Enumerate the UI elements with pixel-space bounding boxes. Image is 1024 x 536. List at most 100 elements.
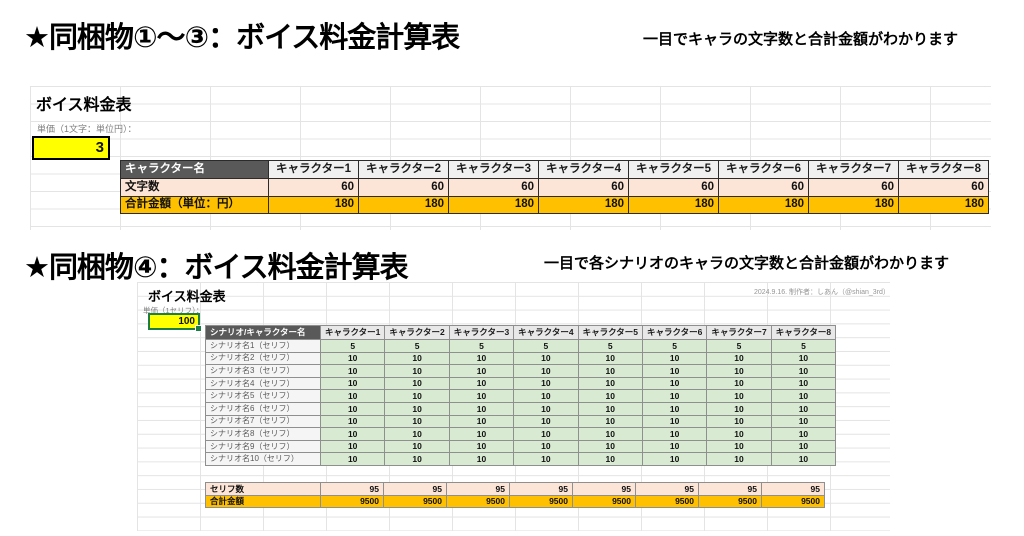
value-cell[interactable]: 60 xyxy=(448,178,539,197)
value-cell[interactable]: 10 xyxy=(448,414,515,429)
value-cell[interactable]: 9500 xyxy=(383,494,447,509)
value-cell[interactable]: 10 xyxy=(448,351,515,366)
value-cell[interactable]: 10 xyxy=(319,401,386,416)
value-cell[interactable]: 10 xyxy=(448,389,515,403)
value-cell[interactable]: 9500 xyxy=(698,494,762,509)
value-cell[interactable]: 10 xyxy=(770,389,837,403)
value-cell[interactable]: 10 xyxy=(706,389,772,403)
value-cell[interactable]: 95 xyxy=(761,482,825,496)
value-cell[interactable]: 10 xyxy=(448,427,515,441)
value-cell[interactable]: 9500 xyxy=(446,494,510,509)
row-label-cell[interactable]: シナリオ名3（セリフ） xyxy=(205,364,321,378)
column-header-cell[interactable]: キャラクター7 xyxy=(808,160,899,179)
value-cell[interactable]: 10 xyxy=(319,452,386,466)
value-cell[interactable]: 10 xyxy=(319,389,386,403)
value-cell[interactable]: 10 xyxy=(706,439,772,454)
value-cell[interactable]: 95 xyxy=(635,482,699,496)
row-label-cell[interactable]: 合計金額 xyxy=(205,494,321,509)
value-cell[interactable]: 10 xyxy=(513,452,579,466)
value-cell[interactable]: 10 xyxy=(641,364,708,378)
value-cell[interactable]: 10 xyxy=(513,351,579,366)
value-cell[interactable]: 10 xyxy=(706,414,772,429)
value-cell[interactable]: 95 xyxy=(572,482,636,496)
value-cell[interactable]: 10 xyxy=(641,376,708,391)
value-cell[interactable]: 10 xyxy=(513,364,579,378)
value-cell[interactable]: 180 xyxy=(718,195,809,214)
row-label-cell[interactable]: シナリオ名5（セリフ） xyxy=(205,389,321,403)
column-header-cell[interactable]: キャラクター3 xyxy=(448,325,515,340)
value-cell[interactable]: 10 xyxy=(448,452,515,466)
value-cell[interactable]: 10 xyxy=(384,401,450,416)
value-cell[interactable]: 10 xyxy=(770,414,837,429)
value-cell[interactable]: 10 xyxy=(577,376,643,391)
value-cell[interactable]: 10 xyxy=(641,427,708,441)
corner-header-cell[interactable]: シナリオ/キャラクター名 xyxy=(205,325,321,340)
value-cell[interactable]: 10 xyxy=(448,364,515,378)
value-cell[interactable]: 10 xyxy=(384,376,450,391)
row-label-cell[interactable]: シナリオ名1（セリフ） xyxy=(205,339,321,353)
value-cell[interactable]: 10 xyxy=(770,439,837,454)
column-header-cell[interactable]: キャラクター2 xyxy=(358,160,449,179)
value-cell[interactable]: 10 xyxy=(384,452,450,466)
value-cell[interactable]: 95 xyxy=(698,482,762,496)
column-header-cell[interactable]: キャラクター4 xyxy=(538,160,629,179)
column-header-cell[interactable]: キャラクター6 xyxy=(718,160,809,179)
value-cell[interactable]: 10 xyxy=(706,376,772,391)
value-cell[interactable]: 60 xyxy=(628,178,719,197)
value-cell[interactable]: 10 xyxy=(448,376,515,391)
value-cell[interactable]: 5 xyxy=(448,339,515,353)
row-label-cell[interactable]: シナリオ名4（セリフ） xyxy=(205,376,321,391)
value-cell[interactable]: 60 xyxy=(268,178,359,197)
value-cell[interactable]: 5 xyxy=(770,339,837,353)
column-header-cell[interactable]: キャラクター3 xyxy=(448,160,539,179)
value-cell[interactable]: 10 xyxy=(384,414,450,429)
value-cell[interactable]: 10 xyxy=(384,439,450,454)
row-label-cell[interactable]: シナリオ名7（セリフ） xyxy=(205,414,321,429)
value-cell[interactable]: 180 xyxy=(898,195,989,214)
row-label-cell[interactable]: シナリオ名6（セリフ） xyxy=(205,401,321,416)
column-header-cell[interactable]: キャラクター4 xyxy=(513,325,579,340)
value-cell[interactable]: 10 xyxy=(577,351,643,366)
row-label-cell[interactable]: セリフ数 xyxy=(205,482,321,496)
value-cell[interactable]: 10 xyxy=(319,351,386,366)
column-header-cell[interactable]: キャラクター5 xyxy=(628,160,719,179)
column-header-cell[interactable]: キャラクター8 xyxy=(770,325,837,340)
value-cell[interactable]: 10 xyxy=(577,439,643,454)
value-cell[interactable]: 10 xyxy=(319,364,386,378)
value-cell[interactable]: 95 xyxy=(446,482,510,496)
column-header-cell[interactable]: キャラクター2 xyxy=(384,325,450,340)
value-cell[interactable]: 10 xyxy=(706,427,772,441)
column-header-cell[interactable]: キャラクター8 xyxy=(898,160,989,179)
value-cell[interactable]: 10 xyxy=(641,452,708,466)
value-cell[interactable]: 180 xyxy=(268,195,359,214)
value-cell[interactable]: 10 xyxy=(448,439,515,454)
column-header-cell[interactable]: キャラクター1 xyxy=(268,160,359,179)
value-cell[interactable]: 5 xyxy=(641,339,708,353)
value-cell[interactable]: 10 xyxy=(384,364,450,378)
value-cell[interactable]: 10 xyxy=(513,414,579,429)
value-cell[interactable]: 10 xyxy=(770,376,837,391)
corner-header-cell[interactable]: キャラクター名 xyxy=(120,160,269,179)
value-cell[interactable]: 60 xyxy=(808,178,899,197)
value-cell[interactable]: 10 xyxy=(513,376,579,391)
value-cell[interactable]: 95 xyxy=(320,482,384,496)
value-cell[interactable]: 10 xyxy=(577,364,643,378)
value-cell[interactable]: 10 xyxy=(770,452,837,466)
fill-handle[interactable] xyxy=(195,325,202,332)
row-label-cell[interactable]: 合計金額（単位：円） xyxy=(120,195,269,214)
value-cell[interactable]: 180 xyxy=(808,195,899,214)
value-cell[interactable]: 95 xyxy=(383,482,447,496)
value-cell[interactable]: 10 xyxy=(770,351,837,366)
value-cell[interactable]: 10 xyxy=(577,389,643,403)
value-cell[interactable]: 10 xyxy=(513,427,579,441)
value-cell[interactable]: 10 xyxy=(384,351,450,366)
column-header-cell[interactable]: キャラクター7 xyxy=(706,325,772,340)
value-cell[interactable]: 10 xyxy=(770,427,837,441)
value-cell[interactable]: 10 xyxy=(319,376,386,391)
unit-price-cell-2[interactable]: 100 xyxy=(148,313,202,332)
value-cell[interactable]: 10 xyxy=(706,351,772,366)
value-cell[interactable]: 60 xyxy=(898,178,989,197)
value-cell[interactable]: 180 xyxy=(628,195,719,214)
column-header-cell[interactable]: キャラクター5 xyxy=(577,325,643,340)
value-cell[interactable]: 10 xyxy=(706,364,772,378)
